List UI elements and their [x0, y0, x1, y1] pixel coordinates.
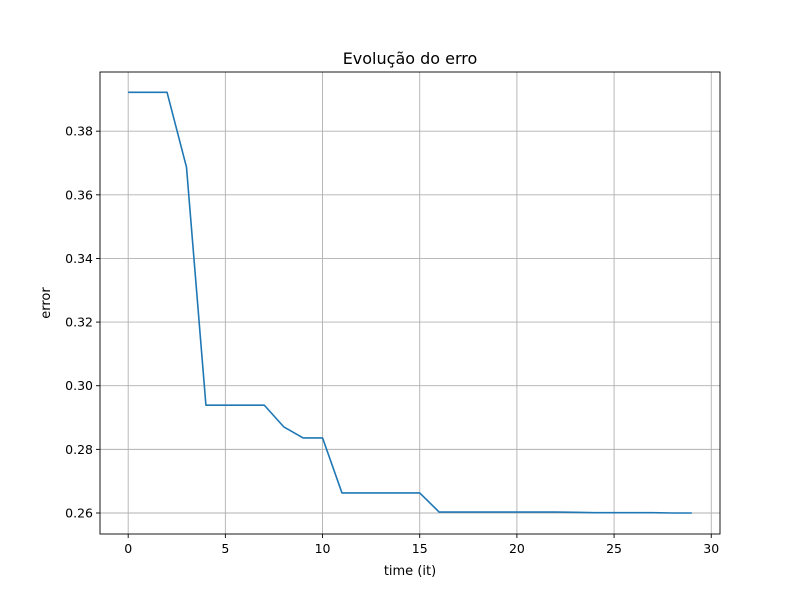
- y-tick-label: 0.34: [65, 251, 93, 266]
- x-tick-label: 0: [124, 541, 132, 556]
- y-axis-label: error: [39, 287, 54, 319]
- x-tick-label: 20: [509, 541, 525, 556]
- x-tick-label: 10: [315, 541, 331, 556]
- x-axis-label: time (it): [384, 564, 436, 579]
- series-line: [128, 91, 692, 514]
- y-axis: 0.26 0.28 0.30 0.32 0.34 0.36 0.38: [65, 124, 100, 521]
- x-tick-label: 30: [703, 541, 719, 556]
- y-tick-label: 0.30: [65, 378, 93, 393]
- x-tick-label: 15: [412, 541, 428, 556]
- x-axis: 0 5 10 15 20 25 30: [124, 534, 719, 556]
- x-tick-label: 5: [221, 541, 229, 556]
- y-tick-label: 0.26: [65, 506, 93, 521]
- x-tick-label: 25: [606, 541, 622, 556]
- plot-frame: [99, 71, 721, 535]
- chart-title: Evolução do erro: [343, 49, 478, 68]
- y-tick-label: 0.28: [65, 442, 93, 457]
- y-tick-label: 0.36: [65, 187, 93, 202]
- grid: [100, 72, 720, 534]
- y-tick-label: 0.38: [65, 124, 93, 139]
- series-group: [128, 91, 692, 514]
- y-tick-label: 0.32: [65, 315, 93, 330]
